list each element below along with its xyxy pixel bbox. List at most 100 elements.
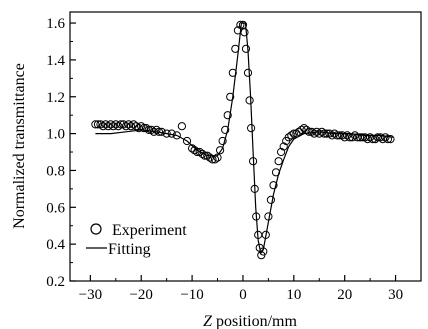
experiment-point [243, 68, 253, 77]
experiment-point [154, 127, 164, 136]
x-axis-label-variable: Z [203, 313, 213, 329]
x-tick-label: 30 [388, 287, 403, 303]
experiment-point [381, 133, 390, 142]
experiment-point [312, 127, 321, 136]
experiment-point [198, 149, 207, 158]
experiment-point [182, 136, 192, 146]
experiment-point [252, 212, 261, 221]
legend-experiment-marker [90, 223, 102, 235]
experiment-point [240, 28, 249, 37]
experiment-point [271, 168, 281, 177]
experiment-point [245, 96, 254, 105]
experiment-point [147, 125, 156, 134]
x-tick-label: −10 [180, 287, 203, 303]
experiment-point [221, 125, 230, 134]
experiment-point [317, 127, 326, 136]
experiment-point [259, 247, 268, 256]
x-tick-label: −30 [79, 287, 102, 303]
y-tick-label: 1.6 [46, 16, 65, 32]
experiment-point [287, 131, 296, 140]
experiment-point [208, 155, 217, 164]
experiment-point [223, 111, 232, 120]
legend-fitting-label: Fitting [108, 241, 151, 258]
experiment-point [330, 129, 339, 138]
experiment-point [226, 92, 235, 101]
y-tick-label: 1.2 [46, 90, 65, 106]
plot-area-frame [69, 11, 422, 282]
experiment-point [109, 122, 118, 131]
experiment-point [378, 135, 387, 144]
experiment-point [210, 155, 220, 164]
experiment-point [236, 20, 245, 29]
experiment-point [137, 122, 146, 131]
x-tick-label: 10 [286, 287, 301, 303]
x-tick-label: −20 [129, 287, 152, 303]
experiment-point [269, 181, 278, 190]
experiment-point [144, 125, 153, 134]
y-tick-label: 0.2 [46, 274, 65, 290]
experiment-point [106, 120, 115, 129]
x-axis-label: Z position/mm [203, 313, 297, 329]
experiment-point [216, 146, 225, 155]
experiment-point [157, 127, 166, 136]
experiment-point [299, 124, 309, 133]
experiment-point [121, 122, 131, 131]
experiment-point [261, 230, 270, 239]
experiment-point [325, 129, 334, 138]
experiment-point [338, 131, 347, 140]
experiment-point [167, 129, 176, 138]
experiment-point [162, 129, 171, 138]
y-tick-label: 1.4 [46, 53, 65, 69]
x-tick-label: 0 [239, 287, 247, 303]
experiment-point [348, 133, 357, 142]
experiment-point [218, 136, 227, 146]
experiment-point [250, 184, 259, 193]
experiment-point [228, 68, 237, 77]
experiment-point [376, 133, 385, 142]
experiment-point [142, 124, 151, 133]
experiment-point [241, 44, 251, 53]
y-tick-label: 1.0 [46, 127, 65, 143]
experiment-point [152, 125, 161, 134]
experiment-point [126, 122, 136, 131]
experiment-point [91, 120, 100, 129]
experiment-point [297, 125, 306, 134]
experiment-point [266, 195, 275, 204]
experiment-points [91, 20, 395, 260]
y-tick-label: 0.8 [46, 163, 65, 179]
experiment-point [386, 135, 395, 144]
y-axis-label: Normalized transmittance [11, 63, 28, 229]
experiment-point [99, 122, 108, 131]
y-axis-ticks: 0.2 0.4 0.6 0.8 1.0 1.2 1.4 1.6 [46, 16, 76, 290]
experiment-point [213, 153, 222, 162]
experiment-point [350, 131, 359, 140]
experiment-point [383, 135, 392, 144]
legend-experiment-label: Experiment [112, 222, 187, 239]
experiment-point [310, 129, 319, 138]
experiment-point [200, 151, 209, 160]
experiment-point [172, 131, 181, 140]
legend: Experiment Fitting [86, 222, 187, 258]
experiment-point [190, 146, 199, 155]
experiment-point [360, 133, 370, 142]
experiment-point [231, 44, 240, 53]
x-axis-label-unit: position/mm [212, 313, 297, 329]
experiment-point [274, 157, 283, 166]
experiment-point [307, 127, 316, 136]
experiment-point [289, 129, 298, 138]
experiment-point [149, 127, 158, 136]
experiment-point [368, 135, 377, 144]
experiment-point [104, 122, 113, 131]
experiment-point [264, 212, 273, 221]
x-axis-ticks: −30 −20 −10 0 10 20 30 [79, 275, 403, 303]
experiment-point [139, 124, 148, 133]
experiment-point [279, 142, 288, 151]
experiment-point [249, 157, 258, 166]
experiment-point [177, 122, 186, 131]
experiment-point [355, 133, 365, 142]
experiment-point [247, 124, 256, 133]
x-tick-label: 20 [337, 287, 352, 303]
y-tick-label: 0.4 [46, 237, 65, 253]
experiment-point [119, 120, 128, 129]
